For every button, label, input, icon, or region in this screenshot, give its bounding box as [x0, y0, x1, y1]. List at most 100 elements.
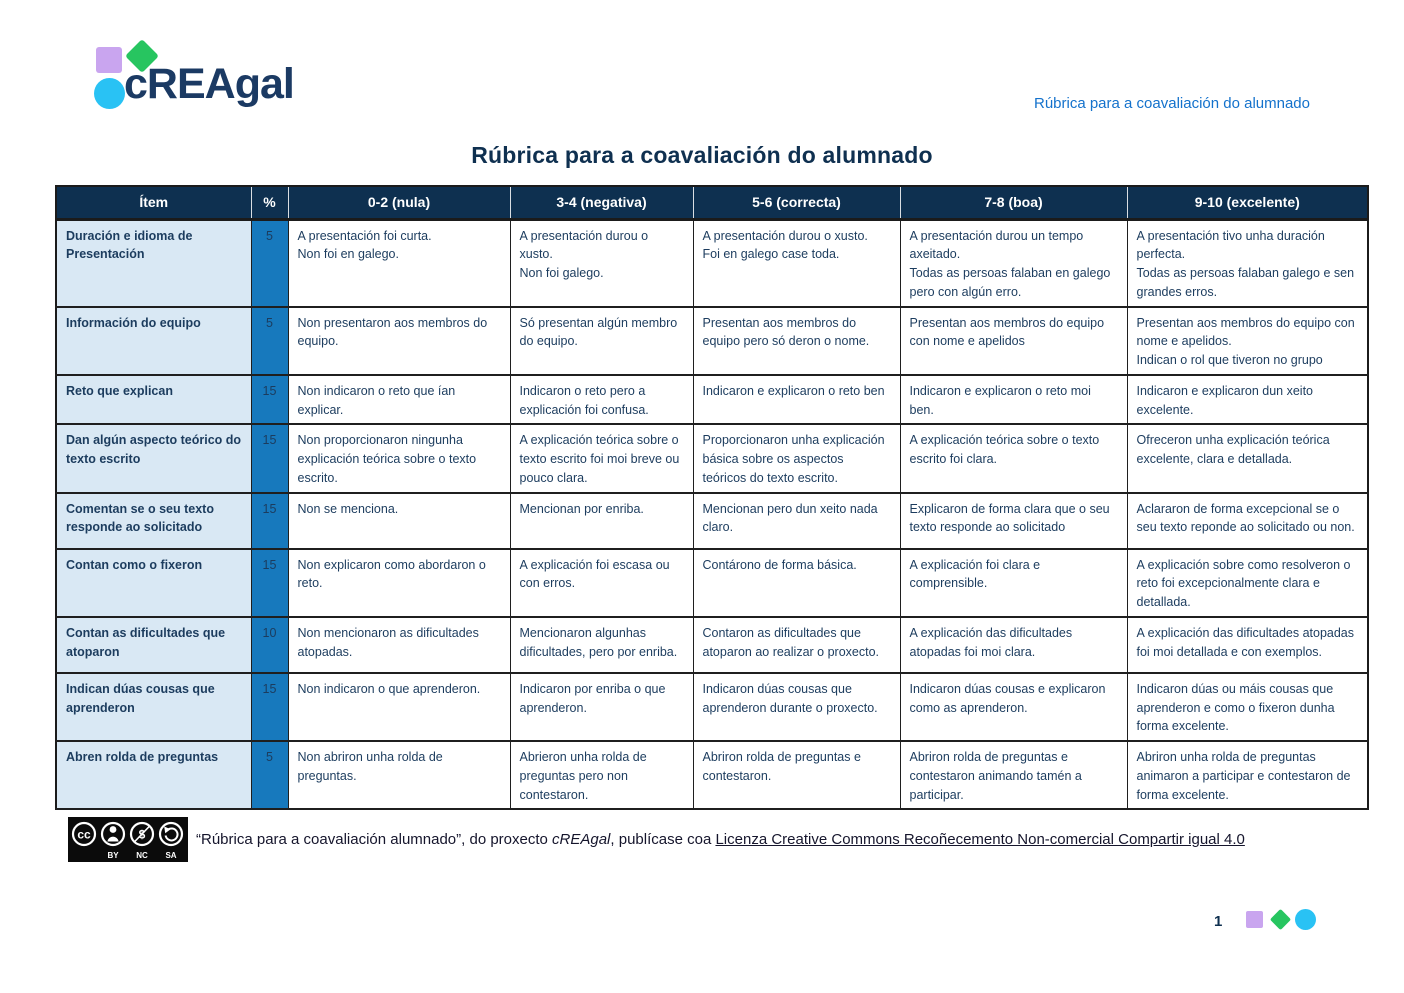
cc-by-nc-sa-badge: cc $ BY NC SA	[68, 817, 188, 862]
rubric-item-label: Comentan se o seu texto responde ao soli…	[55, 491, 252, 550]
page-number: 1	[1214, 913, 1223, 930]
column-header-7-8: 7-8 (boa)	[899, 186, 1127, 221]
rubric-cell: Non mencionaron as dificultades atopadas…	[287, 615, 511, 674]
rubric-cell: A explicación teórica sobre o texto escr…	[899, 423, 1128, 494]
rubric-item-label: Dan algún aspecto teórico do texto escri…	[55, 423, 252, 494]
table-row: Dan algún aspecto teórico do texto escri…	[55, 423, 1369, 494]
rubric-item-weight: 5	[250, 739, 289, 811]
rubric-item-weight: 5	[250, 218, 289, 308]
rubric-cell: A explicación foi escasa ou con erros.	[509, 547, 694, 618]
license-link[interactable]: Licenza Creative Commons Recoñecemento N…	[715, 831, 1245, 848]
rubric-item-label: Indican dúas cousas que aprenderon	[55, 671, 252, 743]
column-header-percent: %	[250, 186, 288, 221]
rubric-cell: Presentan aos membros do equipo con nome…	[1126, 305, 1369, 376]
table-row: Indican dúas cousas que aprenderon 15 No…	[55, 671, 1369, 743]
rubric-cell: A presentación foi curta. Non foi en gal…	[287, 218, 511, 308]
rubric-cell: A explicación das dificultades atopadas …	[899, 615, 1128, 674]
rubric-cell: Indicaron o reto pero a explicación foi …	[509, 373, 694, 426]
rubric-cell: Presentan aos membros do equipo pero só …	[692, 305, 901, 376]
rubric-item-weight: 15	[250, 547, 289, 618]
rubric-cell: Non explicaron como abordaron o reto.	[287, 547, 511, 618]
cc-license-icon: cc $ BY NC SA	[68, 817, 188, 862]
rubric-item-weight: 15	[250, 491, 289, 550]
rubric-item-weight: 15	[250, 423, 289, 494]
table-row: Información do equipo 5 Non presentaron …	[55, 305, 1369, 376]
rubric-cell: Ofreceron unha explicación teórica excel…	[1126, 423, 1369, 494]
rubric-cell: Mencionan pero dun xeito nada claro.	[692, 491, 901, 550]
rubric-cell: Indicaron dúas cousas e explicaron como …	[899, 671, 1128, 743]
logo-text: cREAgal	[124, 60, 295, 108]
badge-sa-label: SA	[165, 851, 176, 860]
rubric-cell: Abriron unha rolda de preguntas animaron…	[1126, 739, 1369, 811]
column-header-5-6: 5-6 (correcta)	[692, 186, 900, 221]
license-project-name: cREAgal	[552, 831, 611, 848]
rubric-cell: Proporcionaron unha explicación básica s…	[692, 423, 901, 494]
rubric-cell: Indicaron dúas cousas que aprenderon dur…	[692, 671, 901, 743]
rubric-cell: A explicación sobre como resolveron o re…	[1126, 547, 1369, 618]
rubric-table: Ítem % 0-2 (nula) 3-4 (negativa) 5-6 (co…	[55, 185, 1369, 811]
rubric-cell: Non se menciona.	[287, 491, 511, 550]
cc-icon: cc	[71, 821, 97, 847]
rubric-item-weight: 5	[250, 305, 289, 376]
rubric-item-weight: 15	[250, 373, 289, 426]
rubric-cell: Só presentan algún membro do equipo.	[509, 305, 694, 376]
logo-circle-icon	[94, 78, 125, 109]
rubric-cell: A explicación das dificultades atopadas …	[1126, 615, 1369, 674]
rubric-cell: Mencionaron algunhas dificultades, pero …	[509, 615, 694, 674]
rubric-item-weight: 15	[250, 671, 289, 743]
rubric-cell: A explicación teórica sobre o texto escr…	[509, 423, 694, 494]
rubric-cell: Explicaron de forma clara que o seu text…	[899, 491, 1128, 550]
footer-square-icon	[1246, 911, 1263, 928]
badge-nc-label: NC	[136, 851, 148, 860]
rubric-cell: Contaron as dificultades que atoparon ao…	[692, 615, 901, 674]
rubric-item-label: Duración e idioma de Presentación	[55, 218, 252, 308]
rubric-cell: Abrieron unha rolda de preguntas pero no…	[509, 739, 694, 811]
nc-dollar-icon: $	[129, 821, 155, 847]
rubric-cell: Abriron rolda de preguntas e contestaron…	[899, 739, 1128, 811]
by-person-icon	[100, 821, 126, 847]
column-header-0-2: 0-2 (nula)	[287, 186, 510, 221]
rubric-cell: Non indicaron o reto que ían explicar.	[287, 373, 511, 426]
footer-diamond-icon	[1269, 908, 1292, 931]
table-row: Comentan se o seu texto responde ao soli…	[55, 491, 1369, 550]
logo-square-icon	[96, 47, 122, 73]
rubric-cell: A presentación durou o xusto. Non foi ga…	[509, 218, 694, 308]
badge-by-label: BY	[107, 851, 119, 860]
column-header-9-10: 9-10 (excelente)	[1126, 186, 1368, 221]
rubric-cell: Indicaron e explicaron o reto ben	[692, 373, 901, 426]
rubric-item-label: Contan as dificultades que atoparon	[55, 615, 252, 674]
table-row: Contan as dificultades que atoparon 10 N…	[55, 615, 1369, 674]
table-row: Reto que explican 15 Non indicaron o ret…	[55, 373, 1369, 426]
sa-arrow-icon	[158, 821, 184, 847]
rubric-item-weight: 10	[250, 615, 289, 674]
rubric-cell: Indicaron e explicaron dun xeito excelen…	[1126, 373, 1369, 426]
creagal-logo: cREAgal	[90, 39, 390, 122]
table-header-row: Ítem % 0-2 (nula) 3-4 (negativa) 5-6 (co…	[56, 186, 1368, 221]
rubric-cell: A presentación tivo unha duración perfec…	[1126, 218, 1369, 308]
column-header-3-4: 3-4 (negativa)	[509, 186, 693, 221]
rubric-cell: Presentan aos membros do equipo con nome…	[899, 305, 1128, 376]
rubric-item-label: Abren rolda de preguntas	[55, 739, 252, 811]
rubric-cell: A presentación durou un tempo axeitado. …	[899, 218, 1128, 308]
rubric-cell: Non proporcionaron ningunha explicación …	[287, 423, 511, 494]
rubric-cell: Abriron rolda de preguntas e contestaron…	[692, 739, 901, 811]
column-header-item: Ítem	[56, 186, 251, 221]
running-header-label: Rúbrica para a coavaliación do alumnado	[1033, 95, 1310, 112]
rubric-cell: Non indicaron o que aprenderon.	[287, 671, 511, 743]
license-mid: , publícase coa	[610, 831, 716, 848]
license-line: “Rúbrica para a coavaliación alumnado”, …	[196, 831, 1245, 848]
rubric-cell: Mencionan por enriba.	[509, 491, 694, 550]
rubric-cell: A presentación durou o xusto. Foi en gal…	[692, 218, 901, 308]
rubric-cell: Aclararon de forma excepcional se o seu …	[1126, 491, 1369, 550]
table-row: Duración e idioma de Presentación 5 A pr…	[55, 218, 1369, 308]
page-title: Rúbrica para a coavaliación do alumnado	[471, 142, 933, 168]
table-row: Abren rolda de preguntas 5 Non abriron u…	[55, 739, 1369, 811]
rubric-cell: Indicaron e explicaron o reto moi ben.	[899, 373, 1128, 426]
rubric-cell: Contárono de forma básica.	[692, 547, 901, 618]
rubric-item-label: Información do equipo	[55, 305, 252, 376]
rubric-cell: Non presentaron aos membros do equipo.	[287, 305, 511, 376]
rubric-item-label: Reto que explican	[55, 373, 252, 426]
rubric-cell: A explicación foi clara e comprensible.	[899, 547, 1128, 618]
rubric-cell: Indicaron por enriba o que aprenderon.	[509, 671, 694, 743]
